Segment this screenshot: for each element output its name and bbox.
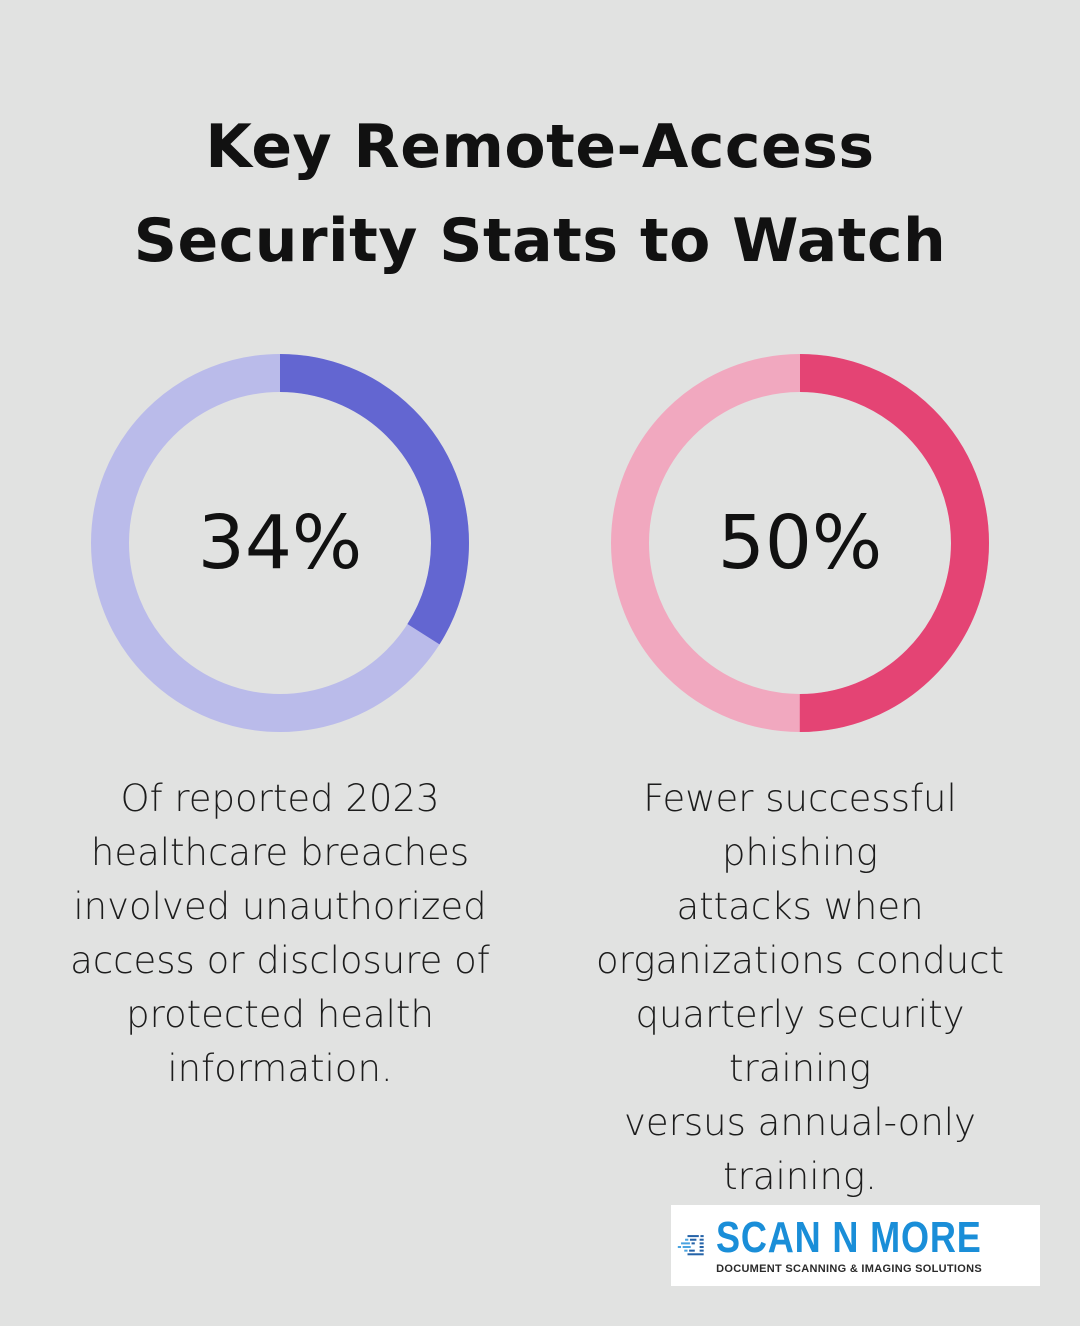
caption-line: quarterly security training — [635, 993, 965, 1090]
donut-1-caption: Of reported 2023 healthcare breaches invol… — [40, 772, 520, 1096]
caption-line: involved unauthorized — [73, 885, 487, 928]
scanner-icon — [677, 1234, 704, 1255]
caption-line: healthcare breaches — [90, 831, 470, 874]
donut-1-value: 34% — [197, 500, 363, 586]
page-title: Key Remote-Access Security Stats to Watc… — [0, 100, 1080, 288]
donut-svg-1 — [91, 354, 469, 732]
logo-text: SCAN N MORE DOCUMENT SCANNING & IMAGING … — [716, 1212, 1040, 1276]
donut-chart-1: 34% — [91, 354, 469, 732]
donut-1-fill — [91, 354, 469, 732]
donut-svg-2 — [611, 354, 989, 732]
caption-line: information. — [167, 1047, 393, 1090]
donut-2-value: 50% — [717, 500, 883, 586]
company-logo: SCAN N MORE DOCUMENT SCANNING & IMAGING … — [671, 1205, 1040, 1286]
donut-chart-2: 50% — [611, 354, 989, 732]
caption-line: protected health — [126, 993, 434, 1036]
caption-line: Fewer successful phishing — [643, 777, 957, 874]
caption-line: training. — [723, 1155, 877, 1198]
caption-line: attacks when — [676, 885, 924, 928]
caption-line: organizations conduct — [595, 939, 1005, 982]
title-line-1: Key Remote-Access — [205, 112, 875, 182]
logo-name: SCAN N MORE — [716, 1212, 982, 1262]
title-line-2: Security Stats to Watch — [133, 206, 947, 276]
logo-tagline: DOCUMENT SCANNING & IMAGING SOLUTIONS — [716, 1262, 983, 1275]
donut-2-caption: Fewer successful phishing attacks when org… — [560, 772, 1040, 1204]
caption-line: access or disclosure of — [70, 939, 490, 982]
donut-2-fill — [611, 354, 989, 732]
caption-line: versus annual-only — [624, 1101, 976, 1144]
caption-line: Of reported 2023 — [120, 777, 440, 820]
